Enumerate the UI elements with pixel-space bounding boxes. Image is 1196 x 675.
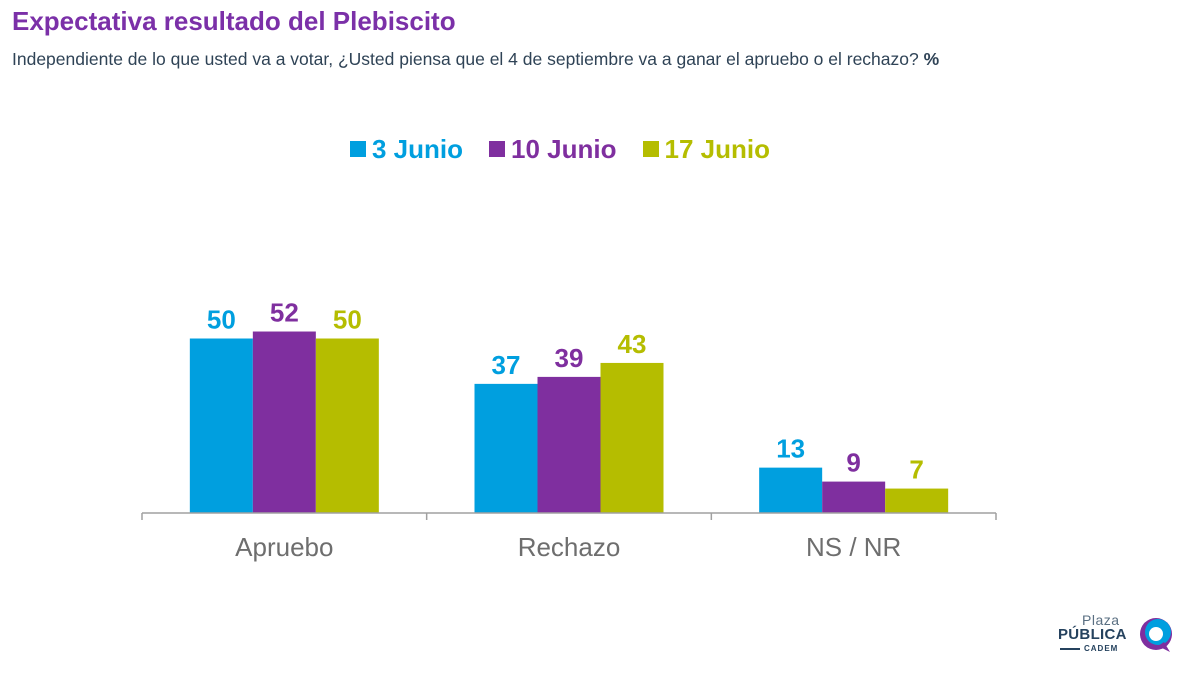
data-label: 50 (207, 305, 236, 335)
bar-nsnr-2 (822, 481, 886, 513)
category-label: Apruebo (235, 532, 333, 562)
bar-rechazo-3 (600, 362, 664, 513)
data-label: 39 (555, 343, 584, 373)
bar-nsnr-1 (759, 467, 823, 513)
logo-text-plaza: Plaza (1082, 612, 1120, 628)
logo-text-cadem: CADEM (1084, 644, 1119, 653)
logo-underline (1060, 648, 1080, 650)
bar-chart: 50 52 50 Apruebo 37 39 43 Rechazo 13 9 7 NS / NR (141, 298, 997, 562)
bar-nsnr-3 (885, 488, 949, 513)
subtitle-question: Independiente de lo que usted va a votar… (12, 49, 919, 69)
logo-text-publica: PÚBLICA (1058, 626, 1127, 643)
legend-label: 17 Junio (664, 133, 770, 164)
page-title: Expectativa resultado del Plebiscito (12, 6, 456, 36)
legend-item-2: 10 Junio (489, 133, 617, 165)
legend-swatch (489, 141, 506, 157)
legend-item-1: 3 Junio (350, 134, 463, 165)
data-label: 43 (618, 329, 647, 359)
subtitle-unit: % (923, 49, 940, 69)
data-label: 13 (776, 434, 805, 464)
page-subtitle: Independiente de lo que usted va a votar… (12, 49, 939, 70)
bar-apruebo-2 (252, 331, 316, 513)
bar-apruebo-1 (189, 338, 253, 513)
data-label: 37 (492, 350, 521, 380)
data-label: 50 (333, 305, 362, 335)
speech-bubble-icon (1140, 618, 1172, 652)
category-label: NS / NR (806, 532, 901, 562)
category-label: Rechazo (518, 532, 621, 562)
bar-apruebo-3 (315, 338, 379, 513)
legend-item-3: 17 Junio (642, 133, 770, 165)
bar-rechazo-1 (474, 383, 538, 513)
data-label: 7 (909, 455, 923, 485)
data-label: 52 (270, 298, 299, 328)
legend-swatch (350, 141, 366, 157)
bar-rechazo-2 (537, 376, 601, 513)
data-label: 9 (846, 448, 860, 478)
legend-label: 10 Junio (511, 133, 617, 164)
legend-label: 3 Junio (372, 133, 464, 164)
plaza-publica-logo: Plaza PÚBLICA CADEM (1058, 610, 1180, 658)
legend-swatch (642, 141, 659, 157)
chart-legend: 3 Junio 10 Junio 17 Junio (350, 132, 770, 166)
